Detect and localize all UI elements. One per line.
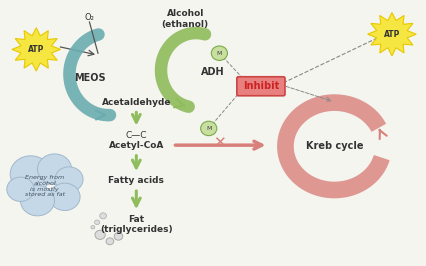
Text: ATP: ATP (384, 30, 400, 39)
Circle shape (95, 220, 100, 225)
Text: Energy from
alcohol
is mostly
stored as fat: Energy from alcohol is mostly stored as … (25, 175, 65, 197)
Text: Kreb cycle: Kreb cycle (306, 141, 363, 151)
Circle shape (95, 230, 105, 239)
Text: M: M (206, 126, 211, 131)
FancyBboxPatch shape (237, 77, 285, 96)
Circle shape (114, 232, 123, 240)
Circle shape (10, 156, 51, 192)
Text: ✕: ✕ (213, 135, 226, 150)
Text: ADH: ADH (201, 67, 225, 77)
Circle shape (49, 183, 80, 210)
Polygon shape (368, 13, 416, 56)
Text: M: M (217, 51, 222, 56)
Circle shape (55, 167, 83, 192)
Text: Acetyl-CoA: Acetyl-CoA (109, 141, 164, 150)
Text: MEOS: MEOS (74, 73, 105, 83)
Circle shape (7, 177, 34, 201)
Text: Alcohol
(ethanol): Alcohol (ethanol) (162, 9, 209, 29)
Text: C—C: C—C (126, 131, 147, 140)
Polygon shape (304, 119, 365, 174)
Text: Fatty acids: Fatty acids (108, 176, 164, 185)
Circle shape (20, 185, 55, 216)
Circle shape (100, 213, 106, 219)
Text: Fat
(triglycerides): Fat (triglycerides) (100, 214, 173, 234)
Circle shape (106, 238, 114, 245)
Circle shape (211, 46, 227, 60)
Text: Inhibit: Inhibit (243, 81, 279, 91)
Circle shape (201, 121, 217, 136)
Text: ATP: ATP (28, 45, 44, 54)
Circle shape (37, 154, 72, 184)
Polygon shape (12, 28, 60, 71)
Circle shape (91, 226, 95, 229)
Text: O₂: O₂ (84, 13, 95, 22)
Text: Acetaldehyde: Acetaldehyde (101, 98, 171, 107)
